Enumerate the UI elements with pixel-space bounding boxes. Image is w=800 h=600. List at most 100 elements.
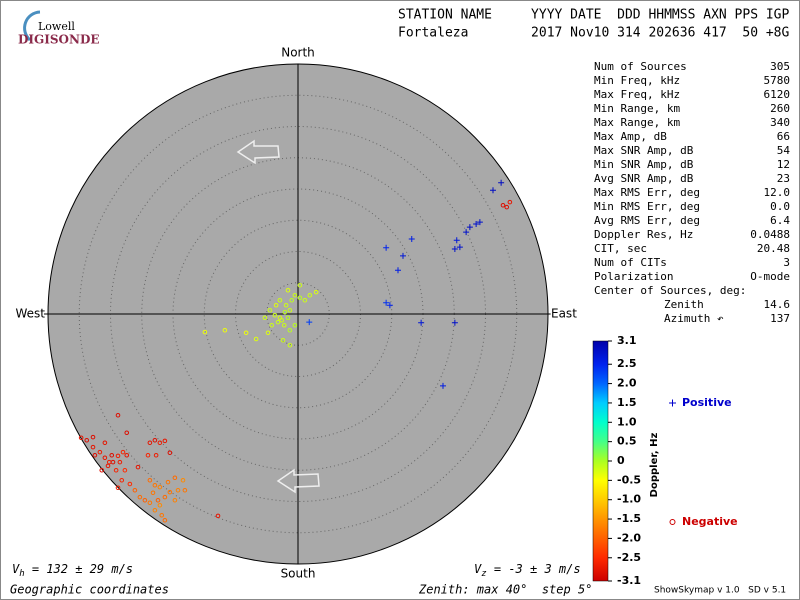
colorbar-tick-label: 3.1 bbox=[617, 334, 637, 347]
stat-label: Num of Sources bbox=[594, 60, 687, 73]
point-positive bbox=[306, 319, 313, 326]
logo-top: Lowell bbox=[38, 20, 75, 33]
point-negative bbox=[152, 482, 158, 488]
point-negative bbox=[135, 464, 141, 470]
legend-label: Negative bbox=[682, 515, 738, 528]
point-negative bbox=[267, 307, 273, 313]
point-negative bbox=[97, 449, 103, 455]
point-negative bbox=[307, 292, 313, 298]
colorbar-tick-label: 2.5 bbox=[617, 357, 637, 370]
colorbar-tick-label: -2.5 bbox=[617, 551, 641, 564]
logo-swoosh bbox=[23, 10, 41, 42]
colorbar-tick-label: 0 bbox=[617, 454, 625, 467]
stat-label: Min SNR Amp, dB bbox=[594, 158, 694, 171]
point-negative bbox=[132, 487, 138, 493]
point-positive bbox=[490, 187, 496, 194]
center-label: Zenith bbox=[664, 298, 704, 311]
colorbar-tick-label: 1.0 bbox=[617, 415, 637, 428]
point-positive bbox=[451, 319, 458, 326]
point-negative bbox=[243, 330, 249, 336]
point-negative bbox=[273, 302, 279, 308]
stat-label: CIT, sec bbox=[594, 242, 647, 255]
point-negative bbox=[297, 282, 303, 288]
legend-marker bbox=[669, 399, 676, 407]
stat-value: 305 bbox=[770, 60, 790, 73]
point-positive bbox=[383, 244, 390, 251]
point-negative bbox=[272, 312, 278, 318]
point-negative bbox=[280, 337, 286, 343]
vz: Vz = -3 ± 3 m/s bbox=[474, 562, 581, 579]
coords: Geographic coordinates bbox=[10, 583, 169, 597]
point-positive bbox=[456, 244, 463, 251]
stat-label: Max RMS Err, deg bbox=[594, 186, 700, 199]
point-negative bbox=[84, 437, 90, 443]
colorbar-tick-label: -0.5 bbox=[617, 473, 641, 486]
point-negative bbox=[120, 449, 126, 455]
dir-west: West bbox=[15, 307, 45, 321]
point-negative bbox=[102, 440, 108, 446]
point-negative bbox=[157, 484, 163, 490]
point-negative bbox=[253, 336, 259, 342]
legend-marker bbox=[669, 519, 676, 525]
point-positive bbox=[440, 382, 446, 389]
point-negative bbox=[287, 342, 293, 348]
point-negative bbox=[507, 199, 513, 205]
point-negative bbox=[162, 517, 168, 523]
point-negative bbox=[275, 319, 281, 325]
stat-value: 54 bbox=[777, 144, 791, 157]
velocity-arrow bbox=[236, 139, 280, 165]
point-positive bbox=[498, 179, 505, 186]
stat-value: 0.0488 bbox=[750, 228, 790, 241]
point-negative bbox=[504, 204, 510, 210]
point-negative bbox=[277, 297, 283, 303]
point-negative bbox=[262, 315, 268, 321]
point-negative bbox=[150, 490, 156, 496]
stat-value: O-mode bbox=[750, 270, 790, 283]
point-negative bbox=[99, 467, 105, 473]
stat-value: 6120 bbox=[764, 88, 791, 101]
point-negative bbox=[500, 202, 506, 208]
point-negative bbox=[147, 500, 153, 506]
stat-label: Max Amp, dB bbox=[594, 130, 667, 143]
point-negative bbox=[167, 489, 173, 495]
stats: Num of Sources 305 Min Freq, kHz 5780 Max Fr… bbox=[594, 60, 790, 325]
stat-value: 5780 bbox=[764, 74, 791, 87]
point-negative bbox=[297, 295, 303, 301]
point-negative bbox=[157, 502, 163, 508]
point-negative bbox=[78, 435, 84, 441]
point-negative bbox=[287, 307, 293, 313]
center-value: 137 bbox=[770, 312, 790, 325]
point-positive bbox=[383, 299, 390, 306]
point-negative bbox=[222, 327, 228, 333]
point-negative bbox=[109, 452, 115, 458]
legend-label: Positive bbox=[682, 396, 732, 409]
vz-sub: z bbox=[481, 569, 486, 579]
point-negative bbox=[282, 309, 288, 315]
point-positive bbox=[400, 252, 406, 259]
point-negative bbox=[292, 292, 298, 298]
point-negative bbox=[283, 302, 289, 308]
point-negative bbox=[279, 317, 285, 323]
vz-text: = -3 ± 3 m/s bbox=[487, 562, 581, 576]
point-negative bbox=[137, 494, 143, 500]
dir-east: East bbox=[551, 307, 577, 321]
point-positive bbox=[463, 229, 470, 236]
point-negative bbox=[147, 477, 153, 483]
point-negative bbox=[302, 297, 308, 303]
colorbar-tick-label: 1.5 bbox=[617, 396, 637, 409]
plot: North South East West bbox=[14, 46, 579, 581]
point-negative bbox=[127, 481, 133, 487]
point-positive bbox=[408, 236, 415, 242]
dir-south: South bbox=[281, 567, 316, 581]
center-title: Center of Sources, deg: bbox=[594, 284, 746, 297]
point-negative bbox=[152, 437, 158, 443]
stat-label: Min Range, km bbox=[594, 102, 680, 115]
colorbar-tick-label: -1.5 bbox=[617, 512, 641, 525]
point-negative bbox=[292, 322, 298, 328]
stat-value: 260 bbox=[770, 102, 790, 115]
stat-label: Polarization bbox=[594, 270, 673, 283]
point-negative bbox=[182, 487, 188, 493]
point-negative bbox=[102, 455, 108, 461]
point-negative bbox=[113, 467, 119, 473]
